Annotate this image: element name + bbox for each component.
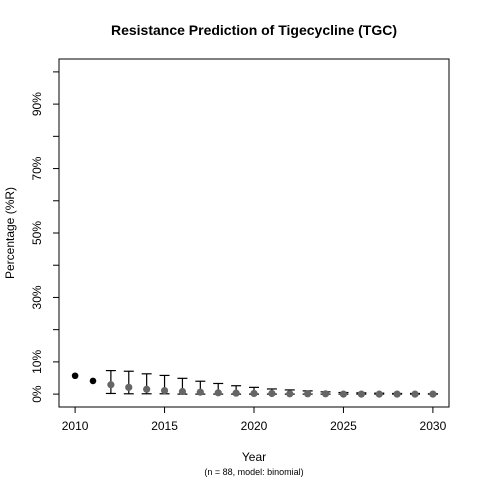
data-points [71, 372, 437, 398]
x-tick-label: 2020 [241, 419, 268, 433]
predicted-point [160, 386, 169, 395]
predicted-point [429, 390, 437, 398]
y-tick-label: 0% [30, 385, 44, 403]
predicted-point [411, 390, 419, 398]
y-axis: 0% 10% 30% 50% 70% 90% [30, 71, 59, 403]
predicted-point [375, 390, 383, 398]
plot-frame [58, 58, 450, 408]
predicted-point [143, 385, 151, 393]
x-axis-label: Year [242, 450, 266, 464]
predicted-point [125, 383, 133, 391]
y-tick-label: 70% [30, 156, 44, 180]
y-tick-label: 10% [30, 350, 44, 374]
y-axis-label: Percentage (%R) [3, 187, 17, 279]
x-tick-label: 2015 [151, 419, 178, 433]
x-axis: 2010 2015 2020 2025 2030 [62, 407, 447, 433]
predicted-point [178, 387, 187, 396]
predicted-point [286, 390, 294, 398]
predicted-point [250, 389, 258, 398]
y-tick-label: 30% [30, 285, 44, 309]
predicted-point [304, 390, 312, 398]
x-tick-label: 2030 [420, 419, 447, 433]
observed-point [71, 372, 79, 380]
chart-title: Resistance Prediction of Tigecycline (TG… [111, 22, 397, 38]
predicted-point [196, 388, 204, 396]
predicted-point [268, 389, 276, 398]
predicted-point [232, 389, 240, 397]
predicted-point [321, 390, 330, 398]
y-tick-label: 50% [30, 221, 44, 245]
predicted-point [214, 389, 222, 397]
y-tick-label: 90% [30, 92, 44, 116]
observed-point [89, 377, 97, 385]
predicted-point [357, 390, 365, 398]
predicted-point [107, 381, 115, 389]
predicted-point [393, 390, 401, 398]
x-tick-label: 2025 [330, 419, 357, 433]
predicted-point [339, 390, 348, 398]
x-tick-label: 2010 [62, 419, 89, 433]
footnote: (n = 88, model: binomial) [204, 467, 303, 477]
